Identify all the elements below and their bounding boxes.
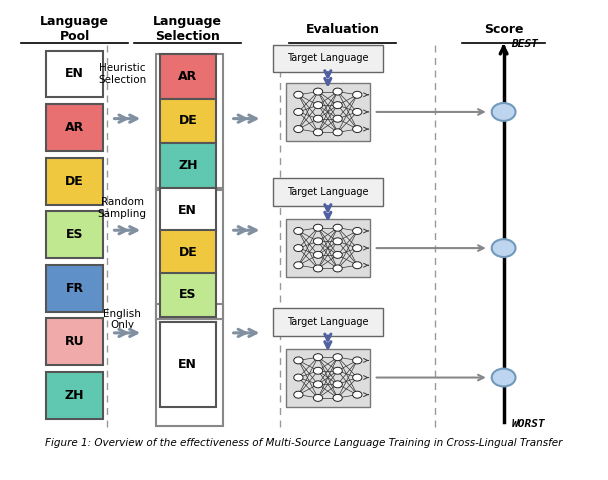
Text: EN: EN — [65, 68, 84, 81]
Text: Target Language: Target Language — [287, 187, 368, 197]
FancyBboxPatch shape — [159, 98, 216, 143]
Circle shape — [353, 262, 362, 269]
FancyBboxPatch shape — [46, 265, 103, 312]
Text: BEST: BEST — [511, 38, 538, 48]
Circle shape — [333, 354, 342, 360]
FancyBboxPatch shape — [159, 54, 216, 98]
Circle shape — [333, 115, 342, 122]
FancyBboxPatch shape — [273, 308, 383, 336]
Text: Language
Selection: Language Selection — [153, 15, 223, 43]
Circle shape — [333, 265, 342, 272]
FancyBboxPatch shape — [273, 179, 383, 206]
FancyBboxPatch shape — [46, 104, 103, 151]
Circle shape — [333, 395, 342, 401]
FancyBboxPatch shape — [159, 143, 216, 188]
Circle shape — [353, 126, 362, 132]
Circle shape — [353, 391, 362, 398]
Circle shape — [492, 239, 516, 257]
Text: AR: AR — [65, 121, 85, 134]
Text: FR: FR — [66, 282, 84, 295]
Text: Random
Sampling: Random Sampling — [98, 197, 147, 219]
Circle shape — [294, 357, 303, 364]
FancyBboxPatch shape — [46, 50, 103, 97]
Circle shape — [294, 228, 303, 234]
Circle shape — [333, 381, 342, 388]
FancyBboxPatch shape — [46, 211, 103, 258]
FancyBboxPatch shape — [46, 372, 103, 419]
FancyBboxPatch shape — [159, 188, 216, 232]
Text: Target Language: Target Language — [287, 53, 368, 63]
Circle shape — [333, 224, 342, 231]
Text: ZH: ZH — [178, 159, 198, 172]
Text: AR: AR — [178, 70, 198, 83]
Circle shape — [333, 252, 342, 258]
FancyBboxPatch shape — [159, 230, 216, 275]
Circle shape — [313, 265, 323, 272]
Text: RU: RU — [65, 336, 85, 348]
Circle shape — [353, 245, 362, 252]
Circle shape — [333, 238, 342, 245]
Circle shape — [353, 374, 362, 381]
Text: English
Only: English Only — [103, 309, 141, 330]
Text: EN: EN — [178, 204, 197, 216]
Text: Score: Score — [484, 23, 523, 36]
Text: Target Language: Target Language — [287, 317, 368, 327]
Text: Figure 1: Overview of the effectiveness of Multi-Source Language Training in Cro: Figure 1: Overview of the effectiveness … — [46, 438, 562, 448]
Circle shape — [294, 374, 303, 381]
Circle shape — [294, 262, 303, 269]
Circle shape — [353, 357, 362, 364]
Text: Evaluation: Evaluation — [306, 23, 380, 36]
Circle shape — [353, 228, 362, 234]
FancyBboxPatch shape — [46, 318, 103, 365]
FancyBboxPatch shape — [286, 219, 370, 277]
Text: Language
Pool: Language Pool — [40, 15, 109, 43]
Circle shape — [313, 367, 323, 374]
Circle shape — [492, 103, 516, 121]
Circle shape — [313, 381, 323, 388]
Circle shape — [313, 354, 323, 360]
Circle shape — [333, 367, 342, 374]
Text: EN: EN — [178, 358, 197, 371]
Circle shape — [294, 391, 303, 398]
Circle shape — [333, 129, 342, 136]
FancyBboxPatch shape — [159, 273, 216, 317]
Text: ES: ES — [66, 228, 83, 241]
FancyBboxPatch shape — [286, 348, 370, 407]
FancyBboxPatch shape — [46, 158, 103, 204]
Text: ZH: ZH — [65, 389, 85, 402]
Circle shape — [353, 91, 362, 98]
Circle shape — [294, 245, 303, 252]
Circle shape — [294, 126, 303, 132]
FancyBboxPatch shape — [286, 83, 370, 141]
FancyBboxPatch shape — [159, 322, 216, 407]
Circle shape — [333, 88, 342, 95]
Text: DE: DE — [178, 114, 197, 127]
Text: DE: DE — [178, 246, 197, 259]
Text: DE: DE — [65, 175, 84, 188]
Circle shape — [294, 91, 303, 98]
Circle shape — [313, 129, 323, 136]
Circle shape — [313, 395, 323, 401]
Circle shape — [313, 115, 323, 122]
Circle shape — [313, 238, 323, 245]
Circle shape — [353, 108, 362, 115]
Circle shape — [333, 102, 342, 108]
Text: Heuristic
Selection: Heuristic Selection — [98, 63, 147, 85]
Circle shape — [313, 88, 323, 95]
Circle shape — [492, 369, 516, 386]
Text: WORST: WORST — [511, 420, 545, 430]
FancyBboxPatch shape — [273, 45, 383, 72]
Circle shape — [313, 252, 323, 258]
Circle shape — [313, 224, 323, 231]
Circle shape — [313, 102, 323, 108]
Circle shape — [294, 108, 303, 115]
Text: ES: ES — [179, 288, 196, 301]
